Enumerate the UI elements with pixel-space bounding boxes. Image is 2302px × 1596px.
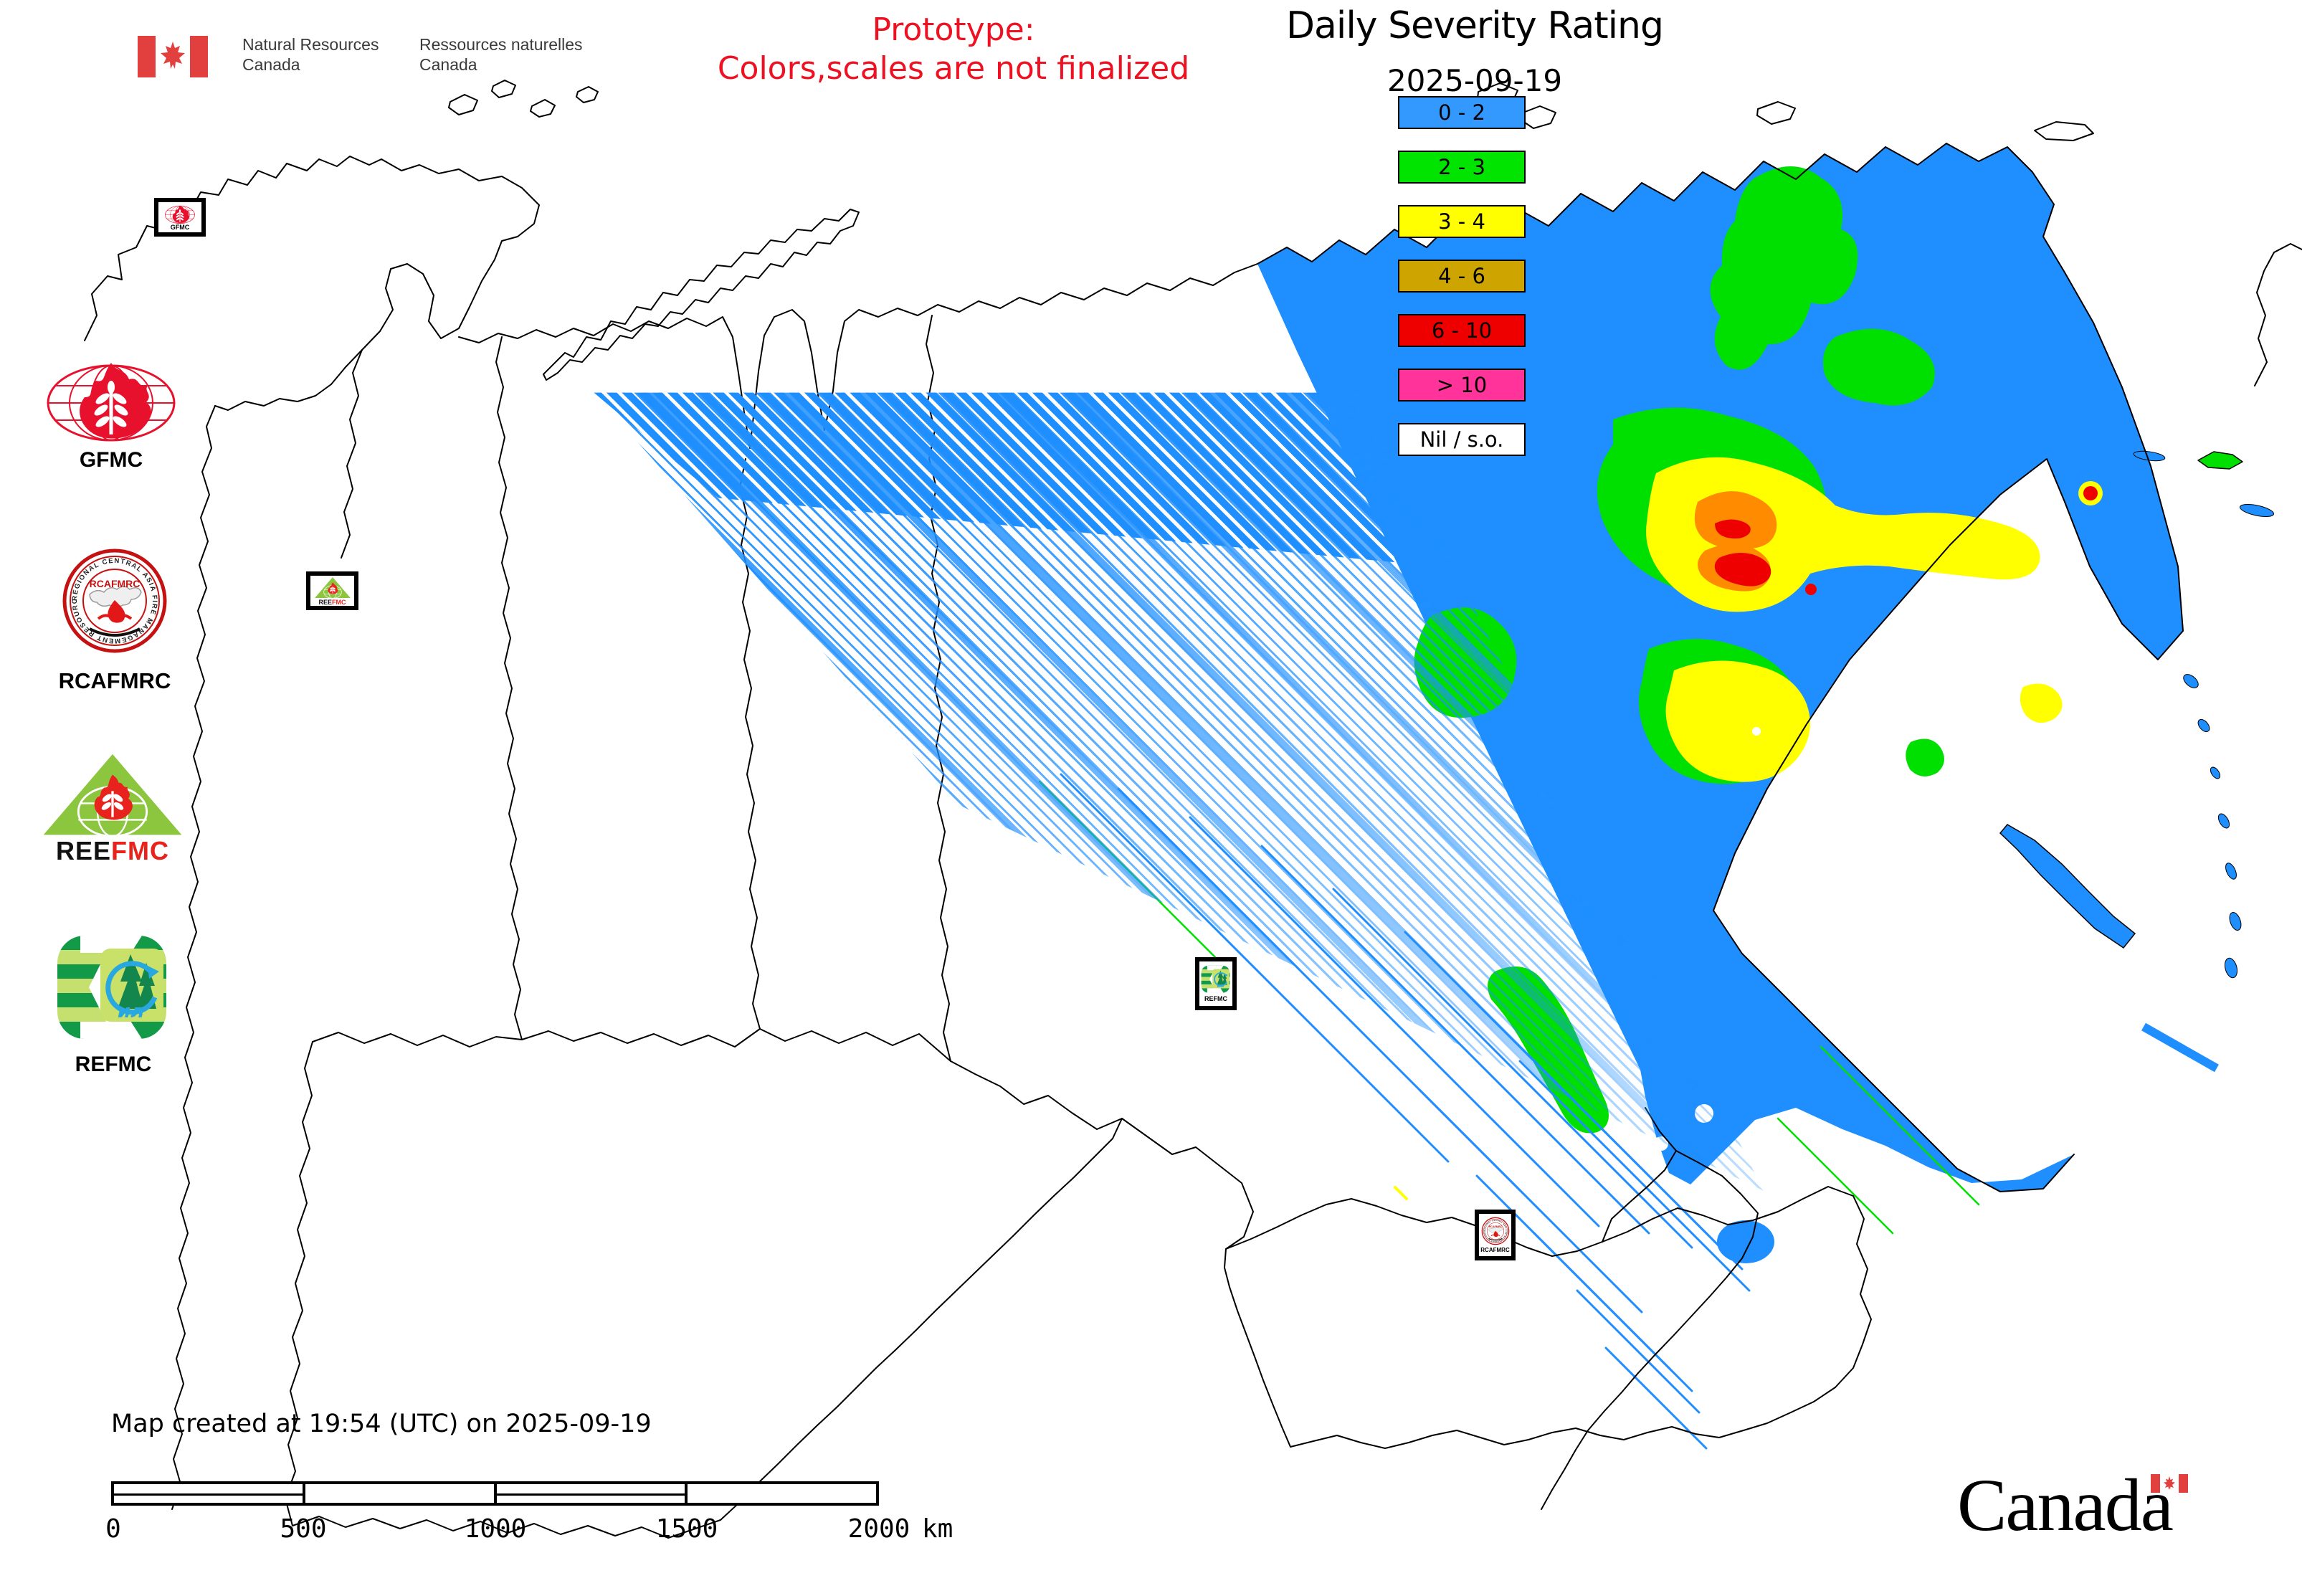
scale-segment (302, 1484, 494, 1503)
gfmc-logo (43, 358, 179, 445)
legend-item-4-6: 4 - 6 (1398, 260, 1526, 293)
legend-label: 6 - 10 (1431, 318, 1493, 343)
legend-item-0-2: 0 - 2 (1398, 96, 1526, 129)
wordmark-flag-icon (2151, 1474, 2188, 1493)
gfmc-marker-icon (164, 204, 196, 224)
refmc-logo (56, 934, 171, 1042)
reefmc-wordmark-black: REE (55, 836, 112, 865)
severity-legend: 0 - 2 2 - 3 3 - 4 4 - 6 6 - 10 > 10 Nil … (1398, 96, 1526, 456)
reefmc-wordmark-red: FMC (111, 836, 169, 865)
refmc-logo-label: REFMC (75, 1053, 152, 1076)
scale-segment (685, 1484, 876, 1503)
severity-raster (1038, 143, 2275, 1450)
legend-item-6-10: 6 - 10 (1398, 314, 1526, 347)
refmc-marker-label: REFMC (1204, 995, 1227, 1002)
kamchatka-spot (2083, 486, 2098, 500)
canada-wordmark-text: Canada (1957, 1464, 2174, 1547)
legend-item-nil: Nil / s.o. (1398, 423, 1526, 456)
scale-tick-0: 0 (105, 1514, 121, 1544)
prototype-line1: Prototype: (872, 11, 1035, 48)
scale-tick-2000: 2000 (847, 1514, 910, 1544)
legend-label: Nil / s.o. (1419, 427, 1504, 452)
gfmc-logo-label: GFMC (79, 448, 143, 472)
rcafmrc-logo (61, 547, 168, 655)
refmc-marker-icon (1201, 965, 1231, 994)
reefmc-marker-icon (314, 576, 351, 599)
map-date: 2025-09-19 (1387, 63, 1563, 98)
prototype-line2: Colors,scales are not finalized (717, 50, 1190, 87)
scale-tick-1500: 1500 (655, 1514, 718, 1544)
legend-label: > 10 (1436, 373, 1488, 397)
legend-item-2-3: 2 - 3 (1398, 151, 1526, 184)
prototype-warning: Prototype: Colors,scales are not finaliz… (631, 11, 1276, 89)
legend-label: 0 - 2 (1438, 100, 1485, 125)
legend-label: 4 - 6 (1438, 264, 1485, 288)
rcafmrc-logo-label: RCAFMRC (58, 668, 171, 693)
lake-blob (1717, 1220, 1774, 1263)
kuril-strip (2141, 1022, 2219, 1073)
page-title: Daily Severity Rating (1285, 4, 1664, 47)
nrcan-wordmark-en: Natural Resources Canada (242, 35, 379, 74)
gfmc-map-marker: GFMC (154, 198, 206, 237)
refmc-map-marker: REFMC (1195, 957, 1237, 1010)
legend-item-gt10: > 10 (1398, 369, 1526, 402)
nrcan-wordmark-fr: Ressources naturelles Canada (419, 35, 583, 74)
sakhalin-island (1999, 824, 2136, 949)
map-created-timestamp: Map created at 19:54 (UTC) on 2025-09-19 (111, 1410, 652, 1438)
canada-wordmark: Canada (1957, 1468, 2215, 1543)
canada-flag-icon (138, 36, 208, 77)
scale-unit: km (922, 1514, 953, 1544)
gfmc-marker-label: GFMC (170, 223, 190, 231)
legend-label: 3 - 4 (1438, 209, 1485, 234)
scale-tick-1000: 1000 (464, 1514, 527, 1544)
scale-segment (114, 1484, 303, 1503)
reefmc-marker-label: REEFMC (318, 598, 346, 606)
scale-tick-500: 500 (280, 1514, 327, 1544)
reefmc-map-marker: REEFMC (306, 571, 358, 610)
legend-item-3-4: 3 - 4 (1398, 205, 1526, 238)
legend-label: 2 - 3 (1438, 155, 1485, 179)
rcafmrc-marker-icon (1480, 1217, 1509, 1245)
reefmc-logo-wordmark: REEFMC (37, 836, 188, 866)
scale-bar (111, 1481, 879, 1506)
reefmc-logo (37, 751, 188, 840)
rcafmrc-map-marker: RCAFMRC (1475, 1210, 1516, 1260)
kuril-islands (2133, 450, 2275, 979)
scale-segment (493, 1484, 685, 1503)
rcafmrc-marker-label: RCAFMRC (1480, 1247, 1510, 1253)
